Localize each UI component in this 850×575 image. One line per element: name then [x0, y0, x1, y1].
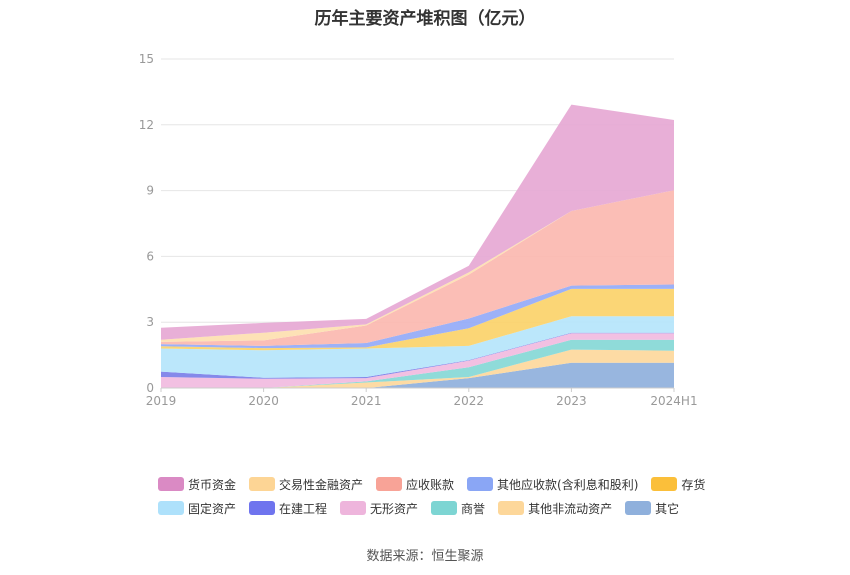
y-tick-label: 0: [146, 381, 154, 395]
legend-swatch: [249, 477, 276, 491]
y-tick-label: 12: [139, 118, 154, 132]
area-series-2: [161, 339, 674, 388]
legend-item[interactable]: 交易性金融资产: [249, 476, 363, 493]
legend-swatch: [376, 477, 403, 491]
legend-label: 其他应收款(含利息和股利): [497, 477, 639, 492]
data-source: 数据来源：恒生聚源: [366, 549, 484, 564]
area-series-7: [161, 284, 674, 349]
legend-item[interactable]: 其它: [625, 500, 679, 517]
legend-label: 固定资产: [188, 501, 237, 516]
legend-label: 其它: [655, 501, 680, 516]
legend-item[interactable]: 无形资产: [340, 500, 418, 517]
area-series-8: [161, 190, 674, 346]
legend-label: 在建工程: [279, 501, 328, 516]
legend-item[interactable]: 其他应收款(含利息和股利): [467, 476, 638, 493]
area-series-10: [161, 104, 674, 340]
legend-swatch: [431, 501, 458, 515]
y-tick-label: 9: [146, 184, 154, 198]
legend-swatch: [158, 501, 184, 515]
chart-legend: 货币资金 交易性金融资产 应收账款 其他应收款(含利息和股利) 存货固定资产 在建工程 无形…: [158, 472, 718, 520]
legend-row: 固定资产 在建工程 无形资产 商誉 其他非流动资产 其它: [158, 496, 718, 520]
legend-row: 货币资金 交易性金融资产 应收账款 其他应收款(含利息和股利) 存货: [158, 472, 718, 496]
legend-item[interactable]: 在建工程: [249, 500, 327, 517]
x-tick-label: 2024H1: [650, 394, 697, 408]
x-tick-label: 2019: [146, 394, 177, 408]
y-tick-label: 3: [146, 315, 154, 329]
legend-label: 存货: [681, 477, 706, 492]
area-series-1: [161, 349, 674, 388]
legend-swatch: [340, 501, 367, 515]
area-series-0: [161, 362, 674, 388]
legend-label: 其他非流动资产: [528, 501, 613, 516]
legend-item[interactable]: 存货: [651, 476, 705, 493]
legend-item[interactable]: 货币资金: [158, 476, 236, 493]
legend-item[interactable]: 商誉: [431, 500, 485, 517]
x-tick-label: 2023: [556, 394, 587, 408]
legend-label: 商誉: [461, 501, 486, 516]
legend-swatch: [467, 477, 494, 491]
y-tick-label: 6: [146, 249, 154, 263]
x-tick-label: 2022: [454, 394, 485, 408]
y-tick-label: 15: [139, 52, 154, 66]
legend-label: 交易性金融资产: [279, 477, 364, 492]
area-series-3: [161, 333, 674, 388]
legend-item[interactable]: 其他非流动资产: [498, 500, 612, 517]
legend-item[interactable]: 应收账款: [376, 476, 454, 493]
chart-title: 历年主要资产堆积图（亿元）: [314, 9, 536, 29]
x-tick-label: 2021: [351, 394, 382, 408]
legend-swatch: [158, 477, 184, 491]
legend-label: 货币资金: [188, 477, 237, 492]
legend-swatch: [625, 501, 652, 515]
legend-label: 无形资产: [370, 501, 419, 516]
legend-swatch: [651, 477, 678, 491]
legend-item[interactable]: 固定资产: [158, 500, 236, 517]
legend-swatch: [249, 501, 276, 515]
area-series-6: [161, 288, 674, 351]
x-tick-label: 2020: [248, 394, 279, 408]
legend-swatch: [498, 501, 525, 515]
legend-label: 应收账款: [406, 477, 455, 492]
area-series-5: [161, 316, 674, 378]
